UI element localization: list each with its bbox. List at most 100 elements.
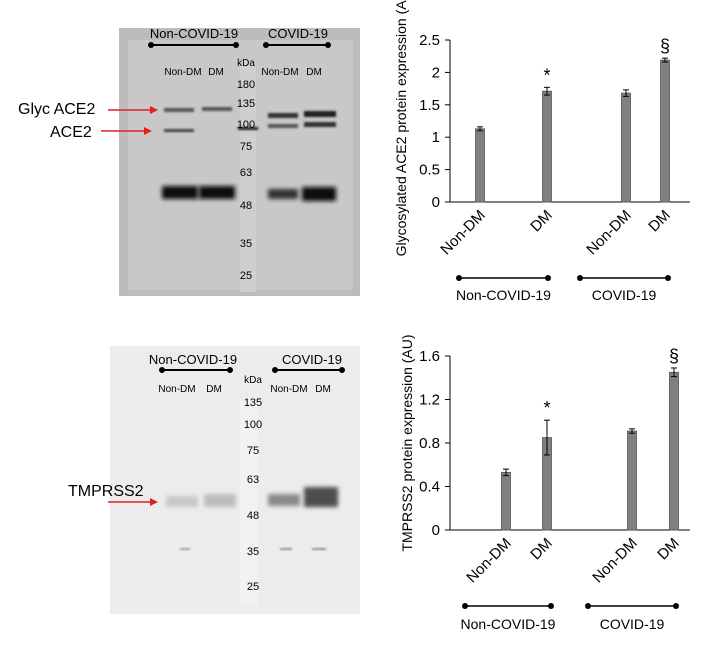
x-tick-label: Non-DM	[463, 535, 515, 587]
tmprss2-blot-group-label-1: Non-COVID-19	[149, 352, 237, 367]
group-bracket-end	[545, 275, 551, 281]
tmprss2-blot-membrane	[110, 346, 360, 614]
group-bracket-end	[673, 603, 679, 609]
ace2-band-glyc-lane1	[164, 108, 194, 112]
y-axis-label: Glycosylated ACE2 protein expression (AU…	[393, 0, 409, 256]
y-axis-label: TMPRSS2 protein expression (AU)	[399, 334, 415, 551]
ace2-blot-lane-label: Non-DM	[261, 67, 298, 78]
bar	[660, 59, 670, 203]
tmprss2-band-lane2	[204, 494, 236, 507]
kda-marker-label: 25	[240, 270, 252, 282]
ace2-band-covid-48kda-lane2	[302, 187, 336, 201]
bar	[669, 371, 679, 531]
kda-marker-label: 100	[237, 119, 255, 131]
tmprss2-blot-lane-label: Non-DM	[270, 384, 307, 395]
y-tick-label: 2.5	[419, 32, 440, 49]
ace2-blot-group-bracket-2	[263, 42, 331, 48]
x-tick-label: Non-DM	[589, 535, 641, 587]
tmprss2-blot-lane-label: DM	[206, 384, 222, 395]
tmprss2-band-label: TMPRSS2	[68, 483, 144, 500]
kda-marker-label: 100	[244, 419, 262, 431]
ace2-band-covid-glyc-lane2	[304, 111, 336, 117]
significance-annotation: *	[543, 398, 550, 418]
arrow-icon	[150, 498, 158, 506]
arrow-icon	[144, 127, 152, 135]
ace2-band-label-ace2: ACE2	[50, 124, 92, 141]
group-label: Non-COVID-19	[461, 616, 556, 632]
y-tick-label: 0	[432, 522, 440, 539]
tmprss2-blot-panel: Non-COVID-19 COVID-19 Non-DM DM Non-DM D…	[68, 346, 360, 614]
ace2-band-48kda-lane1	[162, 186, 198, 199]
ace2-blot-lane-label: DM	[208, 67, 224, 78]
kda-marker-label: 48	[247, 510, 259, 522]
y-tick-label: 0.8	[419, 435, 440, 452]
tmprss2-band-lane1	[166, 496, 198, 507]
x-tick-label: DM	[645, 207, 674, 236]
kda-marker-label: 35	[240, 238, 252, 250]
tmprss2-blot-group-bracket-1	[159, 367, 233, 373]
kda-marker-label: 180	[237, 79, 255, 91]
ace2-blot-group-bracket-1	[148, 42, 239, 48]
bar	[621, 92, 631, 203]
ace2-blot-markers: 180 135 100 75 63 48 35 25	[237, 79, 255, 282]
group-label: COVID-19	[592, 287, 657, 303]
ace2-band-label-glyc: Glyc ACE2	[18, 101, 95, 118]
tmprss2-band-covid-lane2	[304, 487, 338, 507]
ace2-blot-marker-unit: kDa	[237, 58, 255, 69]
tmprss2-blot-markers: 135 100 75 63 48 35 25	[244, 397, 262, 593]
tmprss2-blot-group-bracket-2	[272, 367, 345, 373]
group-bracket-end	[665, 275, 671, 281]
ace2-band-lane1	[164, 129, 194, 132]
group-label: COVID-19	[600, 616, 665, 632]
bar	[542, 90, 552, 203]
kda-marker-label: 75	[247, 445, 259, 457]
y-tick-label: 0.4	[419, 479, 440, 496]
x-tick-label: Non-DM	[583, 207, 635, 259]
group-label: Non-COVID-19	[456, 287, 551, 303]
ace2-blot-group-label-2: COVID-19	[268, 26, 328, 41]
kda-marker-label: 63	[240, 167, 252, 179]
y-tick-label: 1	[432, 129, 440, 146]
kda-marker-label: 135	[237, 98, 255, 110]
tmprss2-blot-group-label-2: COVID-19	[282, 352, 342, 367]
ace2-blot-lane-label: Non-DM	[164, 67, 201, 78]
x-tick-label: Non-DM	[437, 207, 489, 259]
ace2-band-48kda-lane2	[199, 186, 235, 199]
kda-marker-label: 135	[244, 397, 262, 409]
ace2-blot-lane-label: DM	[306, 67, 322, 78]
group-bracket-end	[577, 275, 583, 281]
bar	[627, 430, 637, 531]
significance-annotation: *	[543, 65, 550, 85]
kda-marker-label: 48	[240, 200, 252, 212]
kda-marker-label: 63	[247, 474, 259, 486]
bar	[501, 471, 511, 531]
ace2-band-glyc-lane2	[202, 107, 232, 111]
group-bracket-end	[462, 603, 468, 609]
y-tick-label: 0	[432, 194, 440, 211]
x-tick-label: DM	[654, 535, 683, 564]
y-tick-label: 1.2	[419, 392, 440, 409]
arrow-icon	[150, 106, 158, 114]
group-bracket-end	[585, 603, 591, 609]
tmprss2-blot-marker-unit: kDa	[244, 375, 262, 386]
y-tick-label: 1.5	[419, 97, 440, 114]
group-bracket-end	[456, 275, 462, 281]
y-tick-label: 0.5	[419, 162, 440, 179]
tmprss2-blot-lane-label: Non-DM	[158, 384, 195, 395]
ace2-blot-group-label-1: Non-COVID-19	[150, 26, 238, 41]
y-tick-label: 1.6	[419, 348, 440, 365]
ace2-band-covid-48kda-lane1	[268, 189, 298, 199]
ace2-band-covid-glyc-lane1	[268, 113, 298, 118]
tmprss2-blot-lane-label: DM	[315, 384, 331, 395]
group-bracket-end	[548, 603, 554, 609]
y-tick-label: 2	[432, 64, 440, 81]
ace2-blot-panel: Non-COVID-19 COVID-19 Non-DM DM Non-DM D…	[18, 26, 360, 296]
tmprss2-band-covid-lane1	[268, 494, 300, 506]
significance-annotation: §	[660, 36, 670, 56]
kda-marker-label: 75	[240, 141, 252, 153]
kda-marker-label: 35	[247, 546, 259, 558]
kda-marker-label: 25	[247, 581, 259, 593]
ace2-bar-chart: 0 0.5 1 1.5 2 2.5 Glycosylated ACE2 protein ex…	[393, 0, 690, 303]
